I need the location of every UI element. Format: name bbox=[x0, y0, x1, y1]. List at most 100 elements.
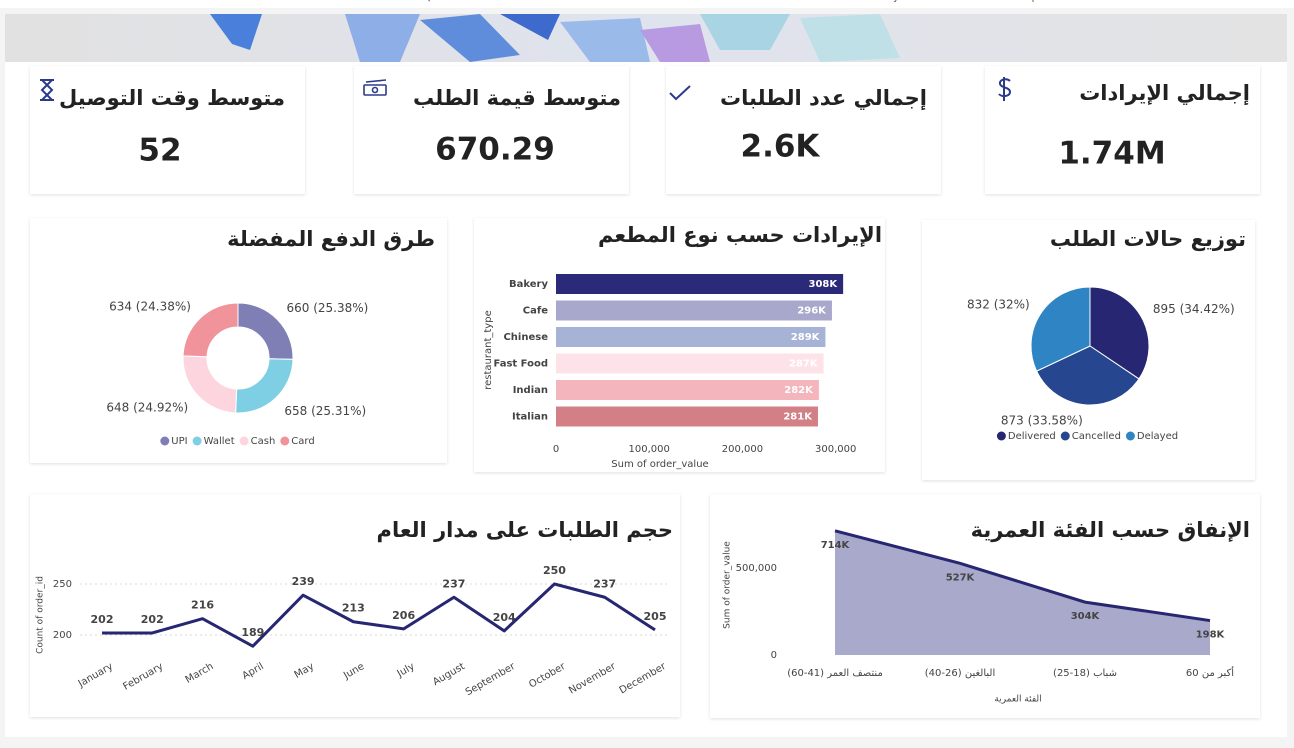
legend-label: Cash bbox=[251, 436, 276, 447]
ribbon-label: Sensitivity bbox=[847, 0, 899, 3]
chart-title: طرق الدفع المفضلة bbox=[227, 227, 435, 251]
data-label: 281K bbox=[783, 412, 813, 423]
x-axis-label: Sum of order_value bbox=[611, 459, 708, 470]
line bbox=[834, 529, 1211, 623]
bar bbox=[556, 327, 826, 347]
ribbon: Data Queries Insert Calculations Sensitivity… bbox=[193, 0, 1054, 3]
pie-slice bbox=[1089, 286, 1150, 380]
line bbox=[102, 582, 656, 648]
x-tick-label: 200,000 bbox=[722, 444, 763, 455]
ribbon-label: Data bbox=[193, 0, 217, 3]
data-label: 204 bbox=[493, 611, 516, 624]
legend-marker bbox=[996, 431, 1006, 441]
kpi-card bbox=[354, 66, 629, 194]
data-label: 205 bbox=[644, 610, 667, 623]
legend-marker bbox=[1060, 431, 1070, 441]
ribbon-label: Calculations bbox=[713, 0, 774, 3]
ribbon-label: Share bbox=[926, 0, 955, 3]
x-tick-label: 300,000 bbox=[815, 444, 856, 455]
icon-dollar bbox=[998, 77, 1012, 101]
donut-slice bbox=[182, 302, 239, 358]
y-tick-label: Fast Food bbox=[493, 359, 548, 370]
x-axis-label: الفئة العمرية bbox=[994, 695, 1041, 705]
x-tick-label: أكبر من 60 bbox=[1186, 666, 1234, 679]
y-tick-label: Chinese bbox=[503, 332, 548, 343]
ribbon-bar bbox=[0, 0, 1294, 8]
data-label: 895 (34.42%) bbox=[1153, 302, 1235, 316]
chart-title: الإيرادات حسب نوع المطعم bbox=[598, 223, 882, 247]
area bbox=[835, 530, 1210, 655]
data-label: 206 bbox=[392, 609, 415, 622]
bar bbox=[556, 406, 818, 427]
icon-hourglass bbox=[40, 79, 54, 101]
x-tick-label: 0 bbox=[553, 444, 559, 455]
y-axis-label: Sum of order_value bbox=[723, 541, 733, 629]
data-label: 216 bbox=[191, 599, 214, 612]
chart-card bbox=[30, 218, 447, 463]
y-tick-label: Indian bbox=[513, 385, 548, 396]
legend-label: Delayed bbox=[1137, 431, 1178, 442]
x-tick-label: البالغين (26-40) bbox=[925, 668, 995, 679]
data-label: 648 (24.92%) bbox=[106, 401, 188, 415]
banner-art bbox=[210, 14, 900, 62]
bar bbox=[556, 353, 824, 374]
kpi-card bbox=[985, 66, 1260, 194]
legend-label: Card bbox=[291, 436, 314, 447]
chart-title: الإنفاق حسب الفئة العمرية bbox=[971, 518, 1250, 542]
y-tick-label: 0 bbox=[771, 650, 777, 661]
chart-title: حجم الطلبات على مدار العام bbox=[377, 518, 673, 542]
data-label: 213 bbox=[342, 602, 365, 615]
kpi-card bbox=[666, 66, 941, 194]
kpi-value: 670.29 bbox=[435, 132, 555, 168]
kpi-title: متوسط وقت التوصيل bbox=[59, 86, 285, 110]
y-tick-label: 200 bbox=[53, 630, 72, 641]
kpi-value: 2.6K bbox=[741, 129, 821, 165]
kpi-value: 52 bbox=[138, 133, 181, 169]
legend-label: Cancelled bbox=[1072, 431, 1121, 442]
y-tick-label: Cafe bbox=[523, 306, 548, 317]
chart-title: توزيع حالات الطلب bbox=[1050, 227, 1246, 251]
data-label: 250 bbox=[543, 564, 566, 577]
data-label: 527K bbox=[946, 572, 976, 583]
data-label: 289K bbox=[791, 332, 821, 343]
data-label: 873 (33.58%) bbox=[1001, 413, 1083, 427]
y-tick-label: 250 bbox=[53, 579, 72, 590]
legend-marker bbox=[160, 436, 170, 446]
data-label: 189 bbox=[241, 626, 264, 639]
legend-label: Delivered bbox=[1008, 431, 1056, 442]
icon-money bbox=[363, 79, 387, 96]
y-axis-label: restaurant_type bbox=[483, 310, 494, 389]
kpi-title: إجمالي الإيرادات bbox=[1079, 81, 1250, 105]
kpi-card bbox=[30, 66, 305, 194]
data-label: 198K bbox=[1196, 630, 1226, 641]
data-label: 202 bbox=[141, 613, 164, 626]
kpi-title: إجمالي عدد الطلبات bbox=[720, 86, 927, 110]
legend-label: UPI bbox=[171, 436, 187, 447]
legend-marker bbox=[192, 436, 202, 446]
data-label: 202 bbox=[91, 613, 114, 626]
y-tick-label: Italian bbox=[512, 412, 548, 423]
data-label: 282K bbox=[784, 385, 814, 396]
ribbon-label: Copilot bbox=[1018, 0, 1053, 3]
y-axis-label: Count of order_id bbox=[36, 576, 46, 654]
pie-slice bbox=[1035, 345, 1140, 406]
data-label: 658 (25.31%) bbox=[284, 404, 366, 418]
bar bbox=[556, 274, 844, 294]
x-tick-label: شباب (18-25) bbox=[1053, 668, 1117, 679]
x-tick-label: 100,000 bbox=[629, 444, 670, 455]
chart-card bbox=[30, 494, 680, 717]
data-label: 634 (24.38%) bbox=[109, 300, 191, 314]
kpi-title: متوسط قيمة الطلب bbox=[413, 86, 621, 110]
icon-check bbox=[669, 85, 691, 101]
data-label: 296K bbox=[797, 306, 827, 317]
data-label: 832 (32%) bbox=[967, 298, 1030, 312]
data-label: 308K bbox=[809, 279, 839, 290]
data-label: 237 bbox=[593, 577, 616, 590]
data-label: 714K bbox=[821, 540, 851, 551]
legend-marker bbox=[280, 436, 290, 446]
data-label: 287K bbox=[789, 359, 819, 370]
ribbon-label: Insert bbox=[561, 0, 590, 3]
data-label: 304K bbox=[1071, 611, 1101, 622]
data-label: 239 bbox=[292, 575, 315, 588]
